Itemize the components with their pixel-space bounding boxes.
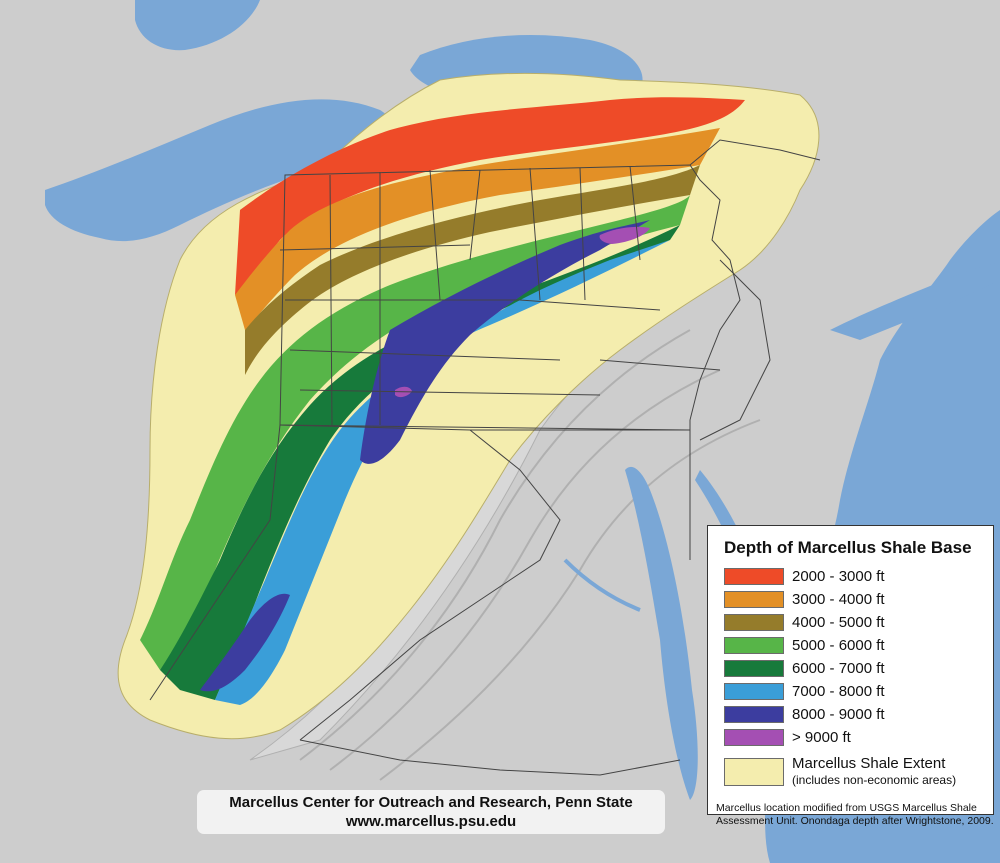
legend-sublabel: (includes non-economic areas) <box>792 773 957 787</box>
legend-item-2000-3000: 2000 - 3000 ft <box>724 565 993 588</box>
legend-swatch <box>724 660 784 677</box>
legend-item-6000-7000: 6000 - 7000 ft <box>724 657 993 680</box>
band-7000-8000 <box>215 240 670 705</box>
legend-item-extent: Marcellus Shale Extent (includes non-eco… <box>724 755 993 789</box>
political-borders <box>149 139 821 776</box>
legend-item-5000-6000: 5000 - 6000 ft <box>724 634 993 657</box>
lake-huron-detail <box>135 0 260 51</box>
legend-swatch <box>724 591 784 608</box>
legend-swatch <box>724 637 784 654</box>
legend-swatch <box>724 683 784 700</box>
legend-item-4000-5000: 4000 - 5000 ft <box>724 611 993 634</box>
legend-label: 5000 - 6000 ft <box>792 637 885 654</box>
legend-swatch <box>724 706 784 723</box>
legend-label: 2000 - 3000 ft <box>792 568 885 585</box>
band-2000-3000 <box>235 97 745 295</box>
chesapeake-bay <box>625 466 698 800</box>
virginia-border <box>299 739 681 776</box>
long-island-sound <box>830 262 1000 340</box>
band-6000-7000 <box>160 225 680 700</box>
map-legend: Depth of Marcellus Shale Base 2000 - 300… <box>707 525 994 815</box>
new-york-border <box>689 139 821 166</box>
legend-extent-text: Marcellus Shale Extent (includes non-eco… <box>792 755 956 789</box>
legend-label: 6000 - 7000 ft <box>792 660 885 677</box>
credit-url: www.marcellus.psu.edu <box>345 813 517 830</box>
depth-bands <box>140 97 745 705</box>
credit-box: Marcellus Center for Outreach and Resear… <box>197 790 665 834</box>
new-jersey-border <box>699 259 771 441</box>
legend-swatch <box>724 614 784 631</box>
legend-label: Marcellus Shale Extent <box>792 755 946 772</box>
ohio-border <box>149 424 281 701</box>
legend-label: > 9000 ft <box>792 729 851 746</box>
legend-item-over-9000: > 9000 ft <box>724 726 993 749</box>
legend-label: 3000 - 4000 ft <box>792 591 885 608</box>
legend-label: 7000 - 8000 ft <box>792 683 885 700</box>
legend-label: 4000 - 5000 ft <box>792 614 885 631</box>
west-virginia-border <box>279 424 561 741</box>
source-note: Marcellus location modified from USGS Ma… <box>716 802 994 827</box>
band-3000-4000 <box>235 128 720 330</box>
legend-swatch <box>724 729 784 746</box>
credit-organization: Marcellus Center for Outreach and Resear… <box>229 794 633 811</box>
band-4000-5000 <box>245 165 700 375</box>
band-8000-9000-south <box>200 593 290 692</box>
legend-swatch <box>724 568 784 585</box>
maryland-border <box>470 429 691 560</box>
legend-swatch <box>724 758 784 786</box>
legend-label: 8000 - 9000 ft <box>792 706 885 723</box>
band-8000-9000 <box>360 220 650 464</box>
legend-title: Depth of Marcellus Shale Base <box>724 538 972 557</box>
legend-item-3000-4000: 3000 - 4000 ft <box>724 588 993 611</box>
legend-item-8000-9000: 8000 - 9000 ft <box>724 703 993 726</box>
lake-erie <box>45 99 393 242</box>
county-lines <box>279 165 721 426</box>
potomac-river <box>563 558 641 612</box>
band-5000-6000 <box>140 195 690 670</box>
legend-item-7000-8000: 7000 - 8000 ft <box>724 680 993 703</box>
